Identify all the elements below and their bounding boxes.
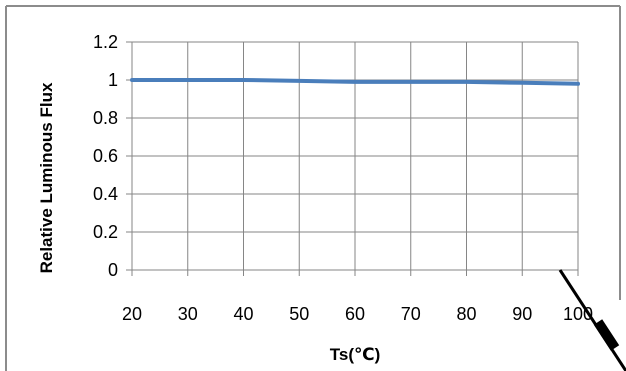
tick-labels: 00.20.40.60.811.220 30 40 50 60 70 80 90 100: [93, 32, 593, 324]
x-tick-label: 50: [289, 304, 309, 324]
y-tick-label: 1.2: [93, 32, 118, 52]
series: [130, 78, 580, 86]
y-axis-title: Relative Luminous Flux: [37, 82, 56, 273]
grid: [126, 41, 579, 276]
x-tick-label: 90: [512, 304, 532, 324]
x-tick-label: 20: [122, 304, 142, 324]
x-tick-label: 40: [233, 304, 253, 324]
x-axis-title: Ts(℃): [330, 345, 381, 364]
corner-stroke-inner: [593, 319, 620, 351]
chart-border: [5, 5, 621, 371]
x-tick-label: 80: [456, 304, 476, 324]
x-tick-label: 30: [178, 304, 198, 324]
series-line: [130, 78, 580, 86]
y-tick-label: 0: [108, 260, 118, 280]
x-tick-label: 70: [401, 304, 421, 324]
y-tick-label: 0.8: [93, 108, 118, 128]
x-tick-label: 60: [345, 304, 365, 324]
y-tick-label: 0.2: [93, 222, 118, 242]
y-tick-label: 0.6: [93, 146, 118, 166]
y-tick-label: 1: [108, 70, 118, 90]
corner-stroke: [558, 269, 626, 371]
y-tick-label: 0.4: [93, 184, 118, 204]
